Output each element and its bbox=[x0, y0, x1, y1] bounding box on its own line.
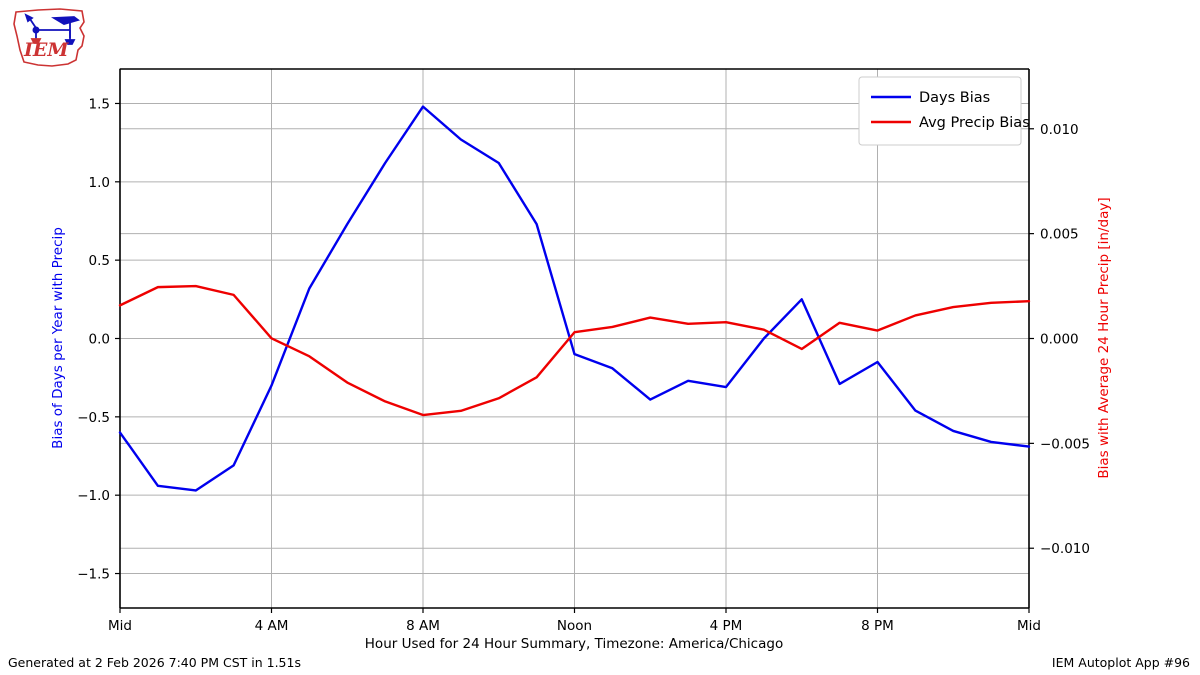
legend-label-0: Days Bias bbox=[919, 90, 990, 106]
series-line-days-bias bbox=[118, 105, 1031, 492]
y-axis-left-tick-label: 1.0 bbox=[89, 175, 110, 191]
iem-logo-text: IEM bbox=[23, 39, 69, 61]
x-axis-tick-label: 4 PM bbox=[710, 618, 743, 634]
x-axis-tick-label: Mid bbox=[1017, 618, 1041, 634]
y-axis-right-tick-label: −0.005 bbox=[1040, 436, 1090, 452]
y-axis-left-tick-label: 0.0 bbox=[89, 332, 110, 348]
footer-generated-text: Generated at 2 Feb 2026 7:40 PM CST in 1… bbox=[8, 655, 301, 670]
x-axis-tick-label: Noon bbox=[557, 618, 592, 634]
y-axis-right-label: Bias with Average 24 Hour Precip [in/day… bbox=[1096, 197, 1112, 478]
y-axis-left-tick-label: −1.0 bbox=[77, 488, 110, 504]
footer-app-text: IEM Autoplot App #96 bbox=[1051, 655, 1190, 670]
y-axis-left-tick-label: 1.5 bbox=[89, 96, 110, 112]
iowa-outline-icon bbox=[13, 8, 85, 67]
weather-vane-icon bbox=[24, 13, 80, 45]
chart-legend[interactable]: Days Bias Avg Precip Bias bbox=[858, 76, 1030, 146]
y-axis-left-tick-label: −1.5 bbox=[77, 567, 110, 583]
data-series bbox=[118, 105, 1031, 492]
x-axis-tick-label: 8 AM bbox=[406, 618, 440, 634]
x-axis-tick-label: Mid bbox=[108, 618, 132, 634]
y-axis-left-tick-label: 0.5 bbox=[89, 253, 110, 269]
legend-background bbox=[858, 76, 1022, 146]
iem-logo: IEM bbox=[8, 6, 94, 70]
y-axis-left-tick-label: −0.5 bbox=[77, 410, 110, 426]
y-axis-right-tick-label: 0.010 bbox=[1040, 122, 1079, 138]
tick-labels: −1.5 −1.0 −0.5 0.0 0.5 1.0 1.5 −0.010 −0.005 0.00… bbox=[77, 96, 1090, 634]
x-axis-label: Hour Used for 24 Hour Summary, Timezone:… bbox=[365, 636, 783, 652]
tick-marks bbox=[115, 102, 1034, 613]
series-line-avg-precip-bias bbox=[118, 284, 1031, 417]
legend-label-1: Avg Precip Bias bbox=[919, 115, 1030, 131]
x-axis-tick-label: 4 AM bbox=[255, 618, 289, 634]
y-axis-right-tick-label: 0.000 bbox=[1040, 332, 1079, 348]
y-axis-left-label: Bias of Days per Year with Precip bbox=[50, 227, 66, 449]
y-axis-right-tick-label: −0.010 bbox=[1040, 541, 1090, 557]
x-axis-tick-label: 8 PM bbox=[861, 618, 894, 634]
y-axis-right-tick-label: 0.005 bbox=[1040, 227, 1079, 243]
